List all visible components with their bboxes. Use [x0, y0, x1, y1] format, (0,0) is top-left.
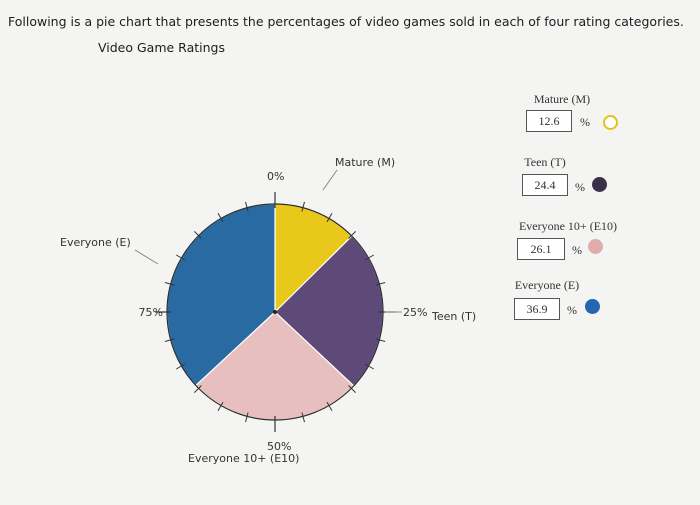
- teen-color-swatch: [592, 177, 607, 192]
- e10-percent-sign: %: [572, 243, 582, 257]
- mature-callout-leader: [322, 169, 338, 191]
- pie-tick-mark: [217, 401, 224, 411]
- everyone-color-swatch: [585, 299, 600, 314]
- legend-label-e10: Everyone 10+ (E10): [518, 219, 618, 233]
- pie-tick-mark: [245, 201, 249, 212]
- percent-tick-label: 75%: [139, 306, 163, 319]
- everyone-value-input[interactable]: 36.9: [514, 298, 560, 320]
- legend-label-mature: Mature (M): [533, 92, 591, 106]
- teen-callout: Teen (T): [431, 310, 476, 323]
- everyone-callout: Everyone (E): [60, 236, 131, 249]
- mature-color-swatch: [603, 115, 618, 130]
- pie-tick-mark: [164, 338, 175, 342]
- pie-tick-mark: [176, 254, 186, 261]
- intro-text: Following is a pie chart that presents t…: [8, 14, 684, 29]
- pie-tick-mark: [194, 385, 202, 393]
- pie-tick-mark: [348, 231, 356, 239]
- percent-tick-label: 50%: [267, 440, 291, 453]
- pie-tick-mark: [194, 231, 202, 239]
- pie-tick-mark: [301, 201, 305, 212]
- pie-center-point: [273, 310, 277, 314]
- pie-tick-mark: [375, 282, 386, 286]
- pie-tick-mark: [301, 412, 305, 423]
- everyone-percent-sign: %: [567, 303, 577, 317]
- mature-value-input[interactable]: 12.6: [526, 110, 572, 132]
- pie-tick-mark: [326, 213, 333, 223]
- legend-label-teen: Teen (T): [524, 155, 566, 169]
- mature-percent-sign: %: [580, 115, 590, 129]
- percent-tick-label: 0%: [267, 170, 284, 183]
- chart-title: Video Game Ratings: [98, 40, 225, 55]
- pie-tick-mark: [326, 401, 333, 411]
- teen-value-input[interactable]: 24.4: [522, 174, 568, 196]
- percent-tick-label: 25%: [403, 306, 427, 319]
- everyone-callout-leader: [134, 249, 159, 265]
- e10-callout: Everyone 10+ (E10): [188, 452, 299, 465]
- e10-color-swatch: [588, 239, 603, 254]
- pie-tick-mark: [364, 363, 374, 370]
- mature-callout: Mature (M): [335, 156, 395, 169]
- teen-percent-sign: %: [575, 180, 585, 194]
- pie-tick-mark: [245, 412, 249, 423]
- pie-tick-mark: [375, 338, 386, 342]
- pie-tick-mark: [364, 254, 374, 261]
- legend-label-everyone: Everyone (E): [514, 278, 580, 292]
- pie-tick-mark: [164, 282, 175, 286]
- e10-value-input[interactable]: 26.1: [517, 238, 565, 260]
- pie-tick-mark: [348, 385, 356, 393]
- pie-tick-mark: [217, 213, 224, 223]
- pie-tick-mark: [176, 363, 186, 370]
